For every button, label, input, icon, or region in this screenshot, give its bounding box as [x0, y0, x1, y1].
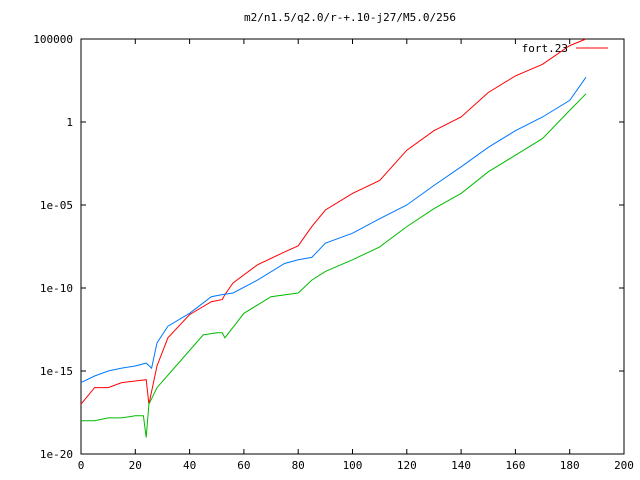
chart-title: m2/n1.5/q2.0/r-+.10-j27/M5.0/256 — [244, 11, 456, 24]
legend-label: fort.23 — [522, 42, 568, 55]
x-tick-label: 60 — [237, 459, 250, 472]
x-tick-label: 140 — [451, 459, 471, 472]
series-lines — [80, 38, 587, 438]
legend: fort.23 — [522, 42, 608, 55]
y-tick-label: 1e-20 — [40, 448, 73, 461]
y-tick-label: 1e-10 — [40, 282, 73, 295]
axes: 0 20 40 60 80 100 120 140 160 180 200 1e-20 1e-15 1e-… — [33, 33, 634, 472]
y-tick-label: 1e-15 — [40, 365, 73, 378]
x-tick-label: 80 — [292, 459, 305, 472]
x-tick-label: 160 — [505, 459, 525, 472]
series-line-2 — [80, 76, 587, 384]
series-line-3 — [81, 93, 587, 438]
x-tick-label: 20 — [129, 459, 142, 472]
x-tick-label: 180 — [560, 459, 580, 472]
y-tick-label: 100000 — [33, 33, 73, 46]
x-tick-label: 40 — [183, 459, 196, 472]
x-tick-label: 100 — [343, 459, 363, 472]
plot-frame — [80, 38, 625, 455]
y-tick-label: 1 — [66, 116, 73, 129]
y-tick-label: 1e-05 — [40, 199, 73, 212]
series-line-1 — [80, 38, 587, 405]
x-tick-label: 0 — [78, 459, 85, 472]
x-tick-label: 200 — [614, 459, 634, 472]
x-tick-label: 120 — [397, 459, 417, 472]
